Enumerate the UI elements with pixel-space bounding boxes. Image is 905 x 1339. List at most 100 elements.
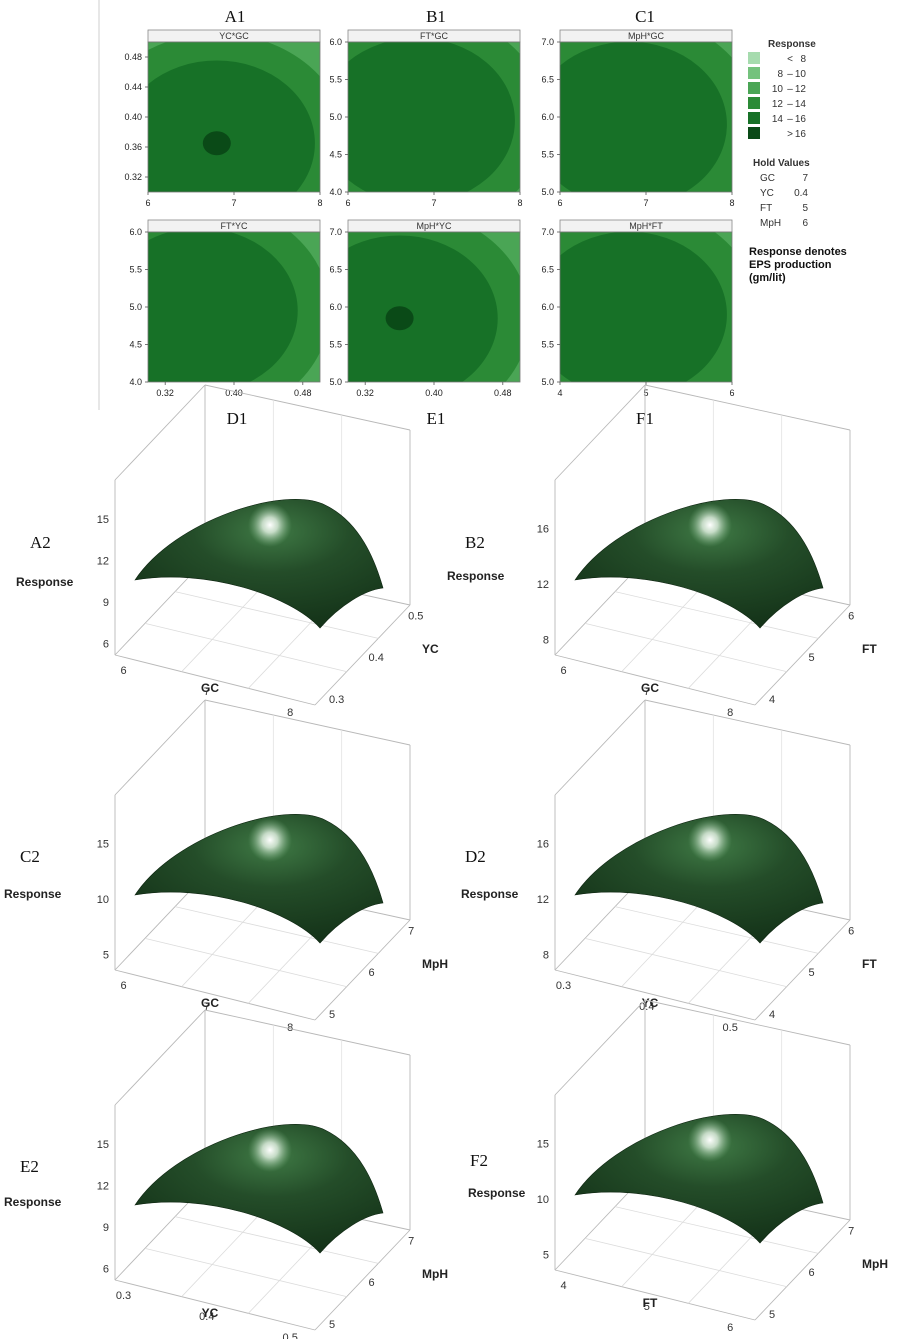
panel-header-label: YC*GC: [219, 31, 249, 41]
x-tick-label: 8: [727, 707, 733, 719]
floor-grid: [584, 1237, 787, 1288]
y-tick-label: 6: [369, 1277, 375, 1289]
legend-dash: –: [787, 114, 793, 125]
legend-lo: 12: [772, 99, 784, 110]
z-tick-label: 10: [537, 1194, 549, 1206]
y-axis-title: MpH: [422, 957, 448, 971]
y-tick-label: 7.0: [541, 37, 554, 47]
y-tick-label: 6.0: [541, 302, 554, 312]
floor-grid: [144, 622, 347, 673]
z-axis-title: Response: [461, 887, 519, 901]
z-tick-label: 15: [537, 1139, 549, 1151]
y-tick-label: 0.44: [124, 82, 142, 92]
y-tick-label: 5.5: [329, 75, 342, 85]
contour-area: [148, 42, 320, 192]
z-tick-label: 6: [103, 639, 109, 651]
x-axis-title: FT: [643, 1296, 658, 1310]
floor-grid: [614, 591, 819, 639]
contour-panel-a1: A1 YC*GC 6 7 8 0.32 0.36 0.40 0.44 0.48: [124, 7, 322, 208]
y-axis-title: YC: [422, 642, 439, 656]
y-tick-label: 0.40: [124, 112, 142, 122]
x-tick-label: 0.40: [425, 388, 443, 398]
x-tick-label: 0.3: [116, 1290, 131, 1302]
y-tick-label: 5.5: [541, 150, 554, 160]
y-tick-label: 7.0: [541, 227, 554, 237]
panel-letter: A1: [225, 7, 246, 26]
axis-box-edge: [644, 384, 851, 431]
x-tick-label: 0.48: [294, 388, 312, 398]
y-tick-label: 6: [369, 967, 375, 979]
legend-dash: –: [787, 84, 793, 95]
x-tick-label: 8: [729, 198, 734, 208]
axis-box-edge: [114, 654, 316, 706]
floor-grid: [584, 622, 787, 673]
x-axis-title: GC: [201, 681, 219, 695]
surface-panel-e2: 6 9 12 15 0.3 0.4 0.5 5 6 7 YC MpH Response E2: [4, 1009, 448, 1339]
response-note: Response denotes: [749, 246, 847, 258]
surface-panel-d2: 8 12 16 0.3 0.4 0.5 4 5 6 YC FT Response D2: [461, 699, 877, 1034]
z-tick-label: 12: [537, 894, 549, 906]
y-tick-label: 6.5: [329, 265, 342, 275]
y-tick-label: 4: [769, 694, 775, 706]
y-tick-label: 5: [809, 967, 815, 979]
z-tick-label: 5: [543, 1249, 549, 1261]
contour-level-14-16: [148, 60, 315, 192]
x-tick-label: 0.3: [556, 980, 571, 992]
panel-letter: C2: [20, 847, 40, 866]
x-tick-label: 6: [729, 388, 734, 398]
z-axis-title: Response: [4, 1195, 62, 1209]
response-surface: [134, 499, 384, 629]
legend-lo: 8: [777, 69, 783, 80]
floor-grid: [174, 591, 379, 639]
y-tick-label: 5.0: [329, 112, 342, 122]
x-tick-label: 4: [560, 1280, 566, 1292]
y-tick-label: 0.3: [329, 694, 344, 706]
y-tick-label: 7: [848, 1225, 854, 1237]
z-tick-label: 16: [537, 839, 549, 851]
y-tick-label: 5: [329, 1009, 335, 1021]
legend-swatch: [748, 82, 760, 94]
x-tick-label: 6: [345, 198, 350, 208]
z-tick-label: 12: [97, 555, 109, 567]
surface-plots: 6912156780.30.40.5GCYCResponseA281216678…: [4, 384, 888, 1339]
y-tick-label: 6.5: [541, 75, 554, 85]
floor-grid: [174, 1216, 379, 1264]
contour-level-14-16: [148, 232, 298, 382]
contour-level-gt16: [202, 131, 231, 156]
z-tick-label: 9: [103, 1222, 109, 1234]
hold-value: 0.4: [794, 188, 808, 199]
y-tick-label: 7: [408, 925, 414, 937]
y-tick-label: 5.5: [541, 340, 554, 350]
x-axis-title: GC: [201, 996, 219, 1010]
panel-letter: A2: [30, 533, 51, 552]
contour-level-14-16: [348, 42, 515, 192]
legend-title: Response: [768, 39, 816, 50]
contour-area: [148, 232, 320, 382]
z-tick-label: 15: [97, 514, 109, 526]
z-tick-label: 9: [103, 597, 109, 609]
x-tick-label: 0.5: [723, 1022, 738, 1034]
y-tick-label: 6: [848, 610, 854, 622]
contour-level-14-16: [560, 232, 727, 382]
x-tick-label: 8: [287, 707, 293, 719]
y-axis-title: FT: [862, 642, 877, 656]
y-tick-label: 6.5: [541, 265, 554, 275]
x-tick-label: 4: [557, 388, 562, 398]
contour-panel-e1: E1 MpH*YC 0.32 0.40 0.48 5.0 5.5 6.0 6.5 7.0: [329, 219, 521, 428]
axis-box-edge: [114, 1279, 316, 1331]
axis-box-edge: [314, 919, 411, 1021]
x-tick-label: 7: [431, 198, 436, 208]
surface-highlight: [688, 818, 732, 862]
surface-highlight: [688, 503, 732, 547]
contour-area: [560, 232, 732, 382]
axis-box-edge: [754, 604, 851, 706]
y-tick-label: 4.0: [129, 377, 142, 387]
surface-highlight: [248, 818, 292, 862]
contour-level-14-16: [348, 235, 498, 382]
y-tick-label: 6: [848, 925, 854, 937]
contour-panel-d1: D1 FT*YC 0.32 0.40 0.48 4.0 4.5 5.0 5.5 6.0: [129, 219, 321, 428]
panel-letter: B1: [426, 7, 446, 26]
axis-box-edge: [314, 1229, 411, 1331]
contour-plots: A1 YC*GC 6 7 8 0.32 0.36 0.40 0.44 0.48 B1 FT*GC 6 7 8…: [124, 7, 734, 428]
